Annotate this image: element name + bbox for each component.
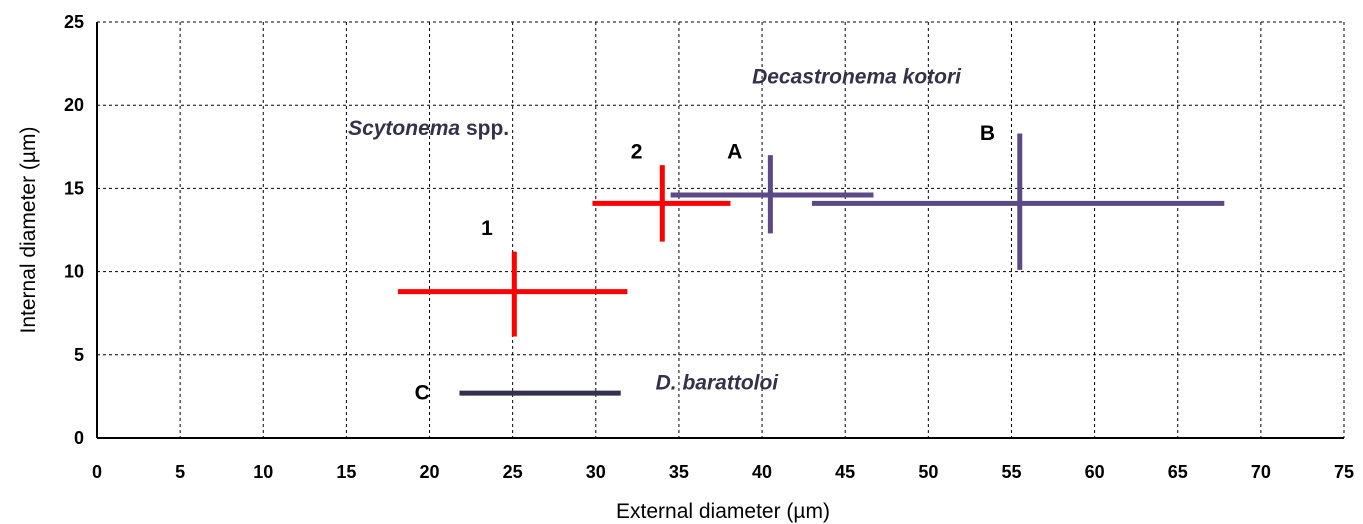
annotation-label-B: B bbox=[980, 122, 995, 145]
axes bbox=[96, 22, 1344, 439]
y-tick-label: 25 bbox=[64, 12, 84, 32]
x-tick-label: 65 bbox=[1168, 462, 1188, 482]
annotation-part: A bbox=[727, 140, 742, 163]
x-tick-label: 40 bbox=[752, 462, 772, 482]
y-tick-label: 0 bbox=[74, 428, 84, 448]
annotation-part: 1 bbox=[481, 217, 493, 240]
x-tick-label: 60 bbox=[1085, 462, 1105, 482]
x-tick-label: 55 bbox=[1001, 462, 1021, 482]
y-tick-label: 15 bbox=[64, 178, 84, 198]
x-axis-ticks: 0 5 10 15 20 25 30 35 40 45 50 55 60 65 70 75 bbox=[92, 462, 1354, 482]
y-tick-label: 20 bbox=[64, 95, 84, 115]
annotation-part: B bbox=[980, 122, 995, 145]
annotations: Scytonema spp. Decastronema kotori D. bara… bbox=[348, 66, 995, 405]
annotation-kotori: Decastronema kotori bbox=[752, 66, 962, 89]
annotation-label-C: C bbox=[415, 382, 430, 405]
annotation-part: Decastronema kotori bbox=[752, 66, 962, 89]
series-B bbox=[811, 133, 1225, 270]
series-A bbox=[670, 155, 874, 234]
grid bbox=[97, 21, 1345, 438]
y-axis-label: Internal diameter (µm) bbox=[17, 127, 40, 334]
annotation-part: spp. bbox=[460, 117, 509, 140]
x-tick-label: 30 bbox=[586, 462, 606, 482]
x-axis-label: External diameter (µm) bbox=[616, 500, 830, 523]
x-tick-label: 10 bbox=[253, 462, 273, 482]
annotation-scytonema: Scytonema spp. bbox=[348, 117, 509, 140]
x-tick-label: 25 bbox=[503, 462, 523, 482]
x-tick-label: 75 bbox=[1334, 462, 1354, 482]
y-axis-ticks: 0 5 10 15 20 25 bbox=[64, 12, 84, 448]
x-tick-label: 50 bbox=[918, 462, 938, 482]
annotation-part: Scytonema bbox=[348, 117, 460, 140]
annotation-label-1: 1 bbox=[481, 217, 493, 240]
annotation-label-A: A bbox=[727, 140, 742, 163]
x-tick-label: 5 bbox=[175, 462, 185, 482]
annotation-part: 2 bbox=[631, 140, 643, 163]
x-tick-label: 70 bbox=[1251, 462, 1271, 482]
series-2 bbox=[592, 165, 731, 242]
series-marks bbox=[397, 133, 1225, 396]
x-tick-label: 0 bbox=[92, 462, 102, 482]
y-tick-label: 5 bbox=[74, 345, 84, 365]
x-tick-label: 45 bbox=[835, 462, 855, 482]
annotation-part: D. barattoloi bbox=[656, 372, 780, 395]
annotation-part: C bbox=[415, 382, 430, 405]
x-tick-label: 20 bbox=[420, 462, 440, 482]
series-1 bbox=[397, 251, 628, 337]
y-tick-label: 10 bbox=[64, 262, 84, 282]
annotation-barattoloi: D. barattoloi bbox=[656, 372, 780, 395]
annotation-label-2: 2 bbox=[631, 140, 643, 163]
x-tick-label: 35 bbox=[669, 462, 689, 482]
x-tick-label: 15 bbox=[336, 462, 356, 482]
